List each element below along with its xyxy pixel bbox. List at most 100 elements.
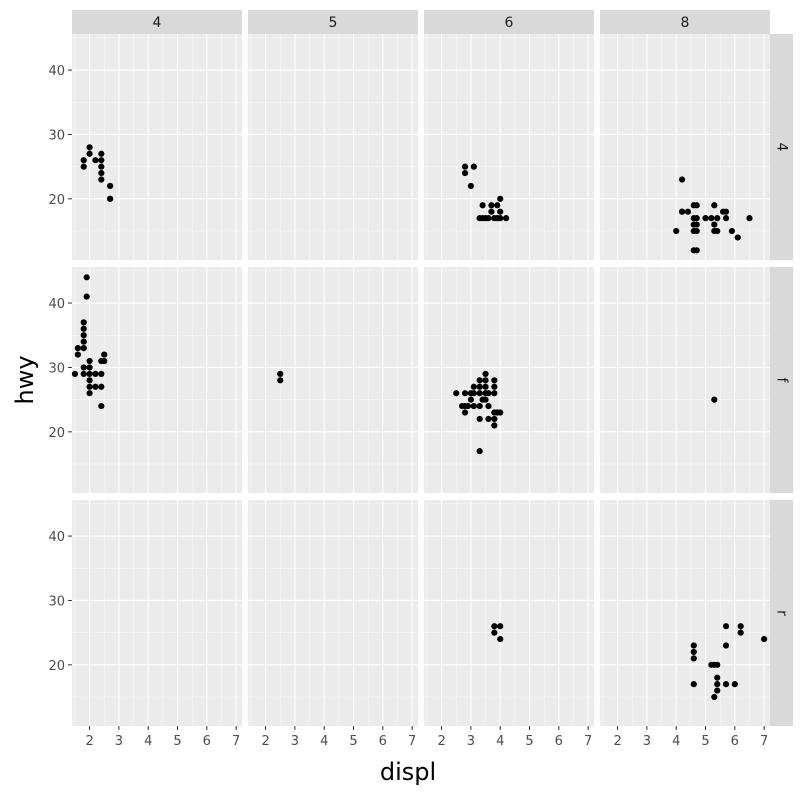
facet-panel — [424, 34, 594, 260]
data-point — [92, 383, 99, 390]
data-point — [476, 383, 483, 390]
data-point — [494, 202, 501, 209]
data-point — [485, 390, 492, 397]
facet-panel — [248, 500, 418, 726]
data-point — [693, 202, 700, 209]
data-point — [277, 370, 284, 377]
x-tick-label: 5 — [525, 734, 533, 749]
x-tick-label: 7 — [232, 734, 240, 749]
facet-panel — [248, 267, 418, 493]
data-point — [107, 182, 114, 190]
data-point — [702, 215, 709, 222]
data-point — [678, 176, 686, 183]
data-point — [722, 681, 730, 688]
data-point — [80, 319, 87, 326]
data-point — [92, 157, 99, 164]
points-layer — [71, 144, 768, 701]
data-point — [80, 325, 87, 332]
panel-background — [248, 267, 418, 493]
data-point — [488, 208, 495, 215]
strip-right-label: r — [774, 610, 790, 616]
data-point — [80, 364, 87, 371]
x-tick-label: 3 — [467, 734, 475, 749]
data-point — [479, 202, 486, 209]
x-tick-label: 7 — [408, 734, 416, 749]
strip-top-label: 8 — [681, 15, 690, 31]
data-point — [71, 370, 79, 377]
data-point — [711, 396, 718, 403]
panel-background — [72, 34, 242, 260]
data-point — [497, 208, 504, 215]
y-tick-label: 30 — [48, 594, 65, 609]
y-tick-label: 20 — [48, 193, 65, 208]
strip-right-background — [770, 500, 793, 726]
strip-top-label: 6 — [505, 15, 514, 31]
x-tick-label: 3 — [643, 734, 651, 749]
facet-panel — [600, 500, 770, 726]
data-point — [482, 370, 489, 377]
x-axis-title: displ — [380, 758, 436, 786]
data-point — [673, 227, 680, 235]
data-point — [491, 377, 498, 384]
data-point — [470, 390, 477, 397]
data-point — [74, 351, 81, 358]
facet-panel — [600, 34, 770, 260]
y-axis-title: hwy — [11, 355, 39, 404]
data-point — [693, 227, 700, 235]
x-tick-label: 7 — [584, 734, 592, 749]
data-point — [83, 274, 90, 281]
x-tick-label: 5 — [701, 734, 709, 749]
data-point — [714, 227, 721, 235]
data-point — [684, 208, 692, 215]
data-point — [476, 415, 483, 423]
data-point — [722, 642, 730, 649]
data-point — [693, 215, 700, 222]
data-point — [737, 629, 744, 636]
data-point — [98, 169, 105, 177]
x-tick-label: 4 — [496, 734, 504, 749]
panel-background — [600, 267, 770, 493]
facet-panel — [600, 267, 770, 493]
data-point — [101, 351, 108, 358]
panels-layer — [72, 34, 770, 726]
x-tick-label: 4 — [144, 734, 152, 749]
x-tick-label: 2 — [261, 734, 269, 749]
x-tick-label: 6 — [555, 734, 563, 749]
strip-top-background — [600, 10, 770, 34]
facet-panel — [72, 267, 242, 493]
panel-background — [600, 500, 770, 726]
data-point — [80, 163, 87, 170]
panel-background — [72, 267, 242, 493]
strip-top-background — [424, 10, 594, 34]
data-point — [482, 377, 489, 384]
strip-top-background — [248, 10, 418, 34]
data-point — [86, 364, 93, 371]
data-point — [678, 208, 686, 215]
data-point — [86, 144, 93, 151]
data-point — [734, 234, 741, 241]
data-point — [482, 383, 489, 390]
data-point — [476, 377, 483, 384]
data-point — [461, 169, 469, 177]
panel-background — [248, 500, 418, 726]
y-tick-label: 30 — [48, 128, 65, 143]
data-point — [497, 195, 504, 202]
data-point — [86, 357, 93, 365]
data-point — [491, 390, 498, 397]
data-point — [461, 163, 469, 170]
data-point — [714, 215, 721, 222]
data-point — [80, 370, 87, 377]
x-tick-label: 2 — [437, 734, 445, 749]
data-point — [491, 383, 498, 390]
data-point — [80, 345, 87, 352]
y-tick-label: 30 — [48, 361, 65, 376]
data-point — [470, 383, 477, 390]
data-point — [86, 383, 93, 390]
data-point — [722, 208, 730, 215]
x-tick-label: 6 — [203, 734, 211, 749]
x-tick-label: 3 — [115, 734, 123, 749]
data-point — [690, 642, 697, 649]
data-point — [491, 623, 498, 630]
strip-top-background — [72, 10, 242, 34]
data-point — [277, 377, 284, 384]
